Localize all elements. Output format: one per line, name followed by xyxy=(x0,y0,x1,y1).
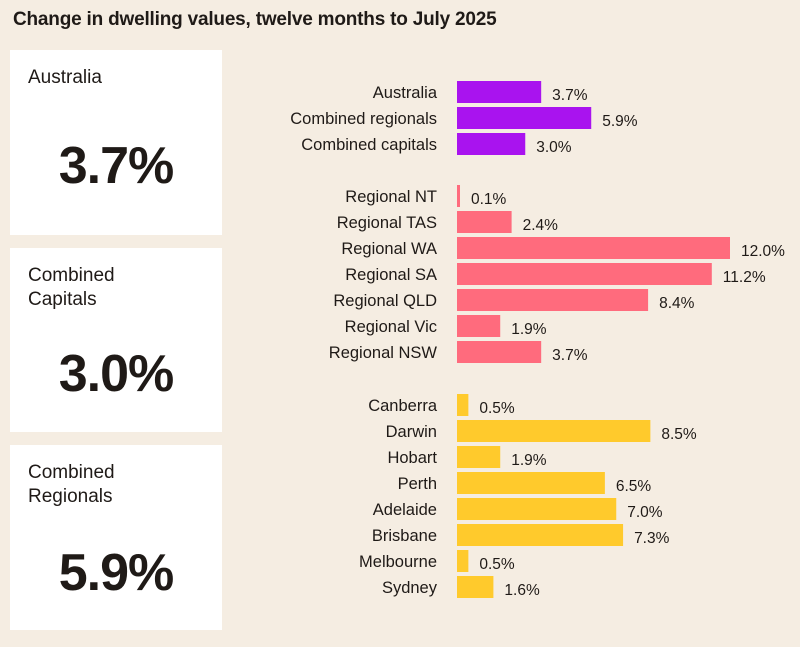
bar xyxy=(457,524,624,546)
category-label: Regional SA xyxy=(345,266,437,284)
bar xyxy=(457,315,501,337)
data-label: 2.4% xyxy=(523,217,559,234)
data-label: 0.5% xyxy=(479,400,515,417)
bar xyxy=(457,107,592,129)
bar xyxy=(457,394,469,416)
card-label: Australia xyxy=(28,67,102,88)
bar xyxy=(457,446,501,468)
bar xyxy=(457,81,542,103)
category-label: Regional NT xyxy=(345,188,437,206)
card-value: 3.0% xyxy=(58,345,175,403)
bar xyxy=(457,263,712,285)
data-label: 3.7% xyxy=(552,347,588,364)
data-label: 5.9% xyxy=(602,113,638,130)
data-label: 11.2% xyxy=(723,269,766,286)
category-label: Sydney xyxy=(382,579,438,597)
data-label: 12.0% xyxy=(741,243,785,260)
data-label: 8.4% xyxy=(659,295,695,312)
bar xyxy=(457,576,494,598)
category-label: Combined regionals xyxy=(290,110,437,128)
card-label: Combined Capitals xyxy=(28,265,115,310)
bar xyxy=(457,341,542,363)
data-label: 7.3% xyxy=(634,530,670,547)
category-label: Darwin xyxy=(386,423,437,441)
bar xyxy=(457,420,651,442)
category-label: Canberra xyxy=(368,397,438,415)
bar xyxy=(457,211,512,233)
data-label: 3.0% xyxy=(536,139,572,156)
category-label: Australia xyxy=(373,84,438,102)
bar xyxy=(457,472,605,494)
card-value: 5.9% xyxy=(58,544,175,602)
category-label: Regional TAS xyxy=(337,214,437,232)
card-combined-regionals: Combined Regionals 5.9% xyxy=(10,445,222,630)
card-combined-capitals: Combined Capitals 3.0% xyxy=(10,248,222,432)
category-label: Regional NSW xyxy=(329,344,438,362)
chart-title: Change in dwelling values, twelve months… xyxy=(13,9,497,30)
bar xyxy=(457,550,469,572)
card-australia: Australia 3.7% xyxy=(10,50,222,235)
category-label: Perth xyxy=(398,475,437,493)
bar xyxy=(457,237,730,259)
data-label: 1.9% xyxy=(511,452,547,469)
bar xyxy=(457,185,460,207)
data-label: 6.5% xyxy=(616,478,652,495)
data-label: 7.0% xyxy=(627,504,663,521)
data-label: 1.9% xyxy=(511,321,547,338)
category-label: Regional WA xyxy=(341,240,437,258)
category-label: Hobart xyxy=(387,449,437,467)
card-label: Combined Regionals xyxy=(28,462,115,507)
data-label: 0.5% xyxy=(479,556,515,573)
category-label: Adelaide xyxy=(373,501,437,519)
bar xyxy=(457,289,649,311)
category-label: Melbourne xyxy=(359,553,437,571)
category-label: Combined capitals xyxy=(301,136,437,154)
data-label: 1.6% xyxy=(504,582,540,599)
category-label: Regional Vic xyxy=(345,318,437,336)
category-label: Regional QLD xyxy=(333,292,437,310)
data-label: 3.7% xyxy=(552,87,588,104)
bar xyxy=(457,498,617,520)
category-label: Brisbane xyxy=(372,527,437,545)
data-label: 8.5% xyxy=(661,426,697,443)
data-label: 0.1% xyxy=(471,191,507,208)
card-value: 3.7% xyxy=(58,137,175,195)
bar xyxy=(457,133,526,155)
